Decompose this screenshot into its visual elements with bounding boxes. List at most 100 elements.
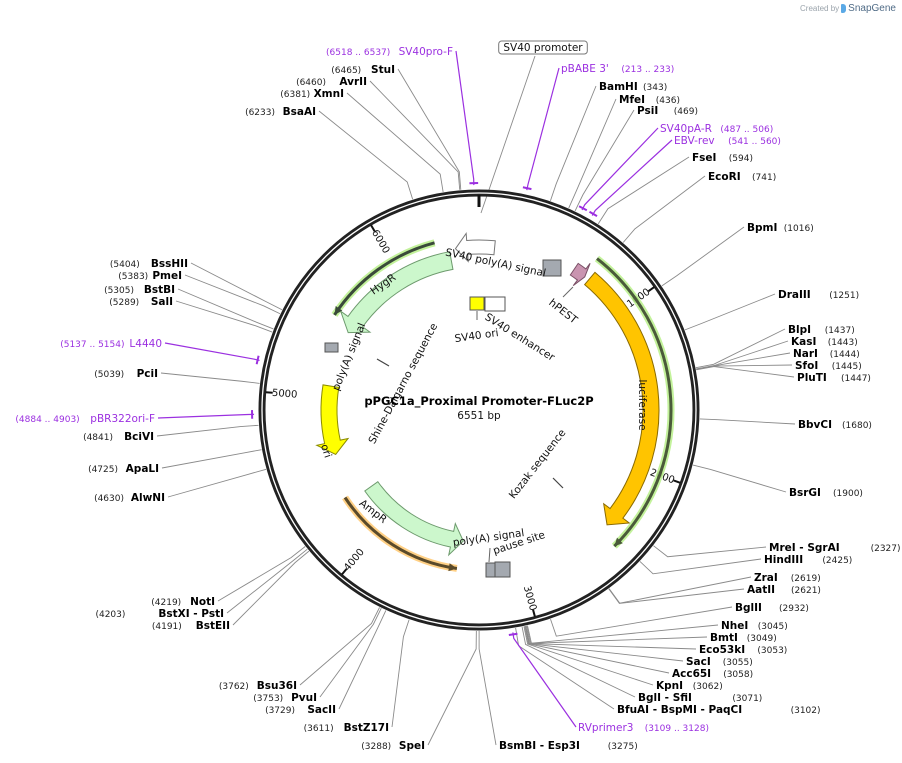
primer-leader xyxy=(591,139,673,216)
enzyme-site[interactable]: Eco53kI (3053) xyxy=(699,644,787,656)
enzyme-name: PvuI xyxy=(291,692,317,704)
enzyme-site[interactable]: SacI (3055) xyxy=(686,656,753,668)
primer-site[interactable]: pBABE 3' (213 .. 233) xyxy=(561,63,674,75)
primer-site[interactable]: SV40pA-R (487 .. 506) xyxy=(660,123,773,135)
primer-site[interactable]: pBR322ori-F (4884 .. 4903) xyxy=(15,413,155,425)
feature-line[interactable] xyxy=(596,257,673,548)
enzyme-site[interactable]: AvrII (6460) xyxy=(296,76,367,88)
primer-site[interactable]: EBV-rev (541 .. 560) xyxy=(674,135,781,147)
enzyme-site[interactable]: BbvCI (1680) xyxy=(798,419,872,431)
enzyme-site[interactable]: BstZ17I (3611) xyxy=(304,722,389,734)
feature-hpest[interactable] xyxy=(569,262,591,287)
feature-box-sv40-poly-a-signal-box[interactable] xyxy=(542,259,562,277)
enzyme-position: (6460) xyxy=(296,78,326,88)
enzyme-site[interactable]: MfeI (436) xyxy=(619,94,680,106)
plasmid-name: pPGC1a_Proximal Promoter-FLuc2P xyxy=(364,394,593,409)
enzyme-site[interactable]: BstXI - PstI (4203) xyxy=(95,608,224,620)
polya-leader xyxy=(488,547,491,563)
plasmid-length: 6551 bp xyxy=(457,410,501,422)
enzyme-site[interactable]: StuI (6465) xyxy=(331,64,395,76)
enzyme-name: MreI - SgrAI xyxy=(769,542,840,554)
enzyme-site[interactable]: BciVI (4841) xyxy=(83,431,154,443)
enzyme-site[interactable]: BsrGI (1900) xyxy=(789,487,863,499)
tick-label: 3000 xyxy=(521,585,538,612)
feature-hygr[interactable] xyxy=(339,251,454,334)
enzyme-site[interactable]: ZraI (2619) xyxy=(754,572,821,584)
enzyme-site[interactable]: PluTI (1447) xyxy=(797,372,871,384)
enzyme-site[interactable]: NheI (3045) xyxy=(721,620,788,632)
credit-prefix: Created by xyxy=(800,4,840,13)
enzyme-leader xyxy=(161,449,262,469)
enzyme-site[interactable]: DraIII (1251) xyxy=(778,289,859,301)
enzyme-position: (1251) xyxy=(829,291,859,301)
enzyme-name: BssHII xyxy=(151,258,188,270)
enzyme-site[interactable]: NarI (1444) xyxy=(793,348,860,360)
primer-position: (3109 .. 3128) xyxy=(645,724,709,734)
enzyme-site[interactable]: AlwNI (4630) xyxy=(94,492,165,504)
enzyme-site[interactable]: BsaAI (6233) xyxy=(245,106,316,118)
feature-box-sv40-enhancer[interactable] xyxy=(484,296,506,312)
enzyme-site[interactable]: BsmBI - Esp3I (3275) xyxy=(499,740,638,752)
enzyme-site[interactable]: MreI - SgrAI (2327) xyxy=(769,542,901,554)
enzyme-site[interactable]: SacII (3729) xyxy=(265,704,336,716)
enzyme-site[interactable]: PmeI (5383) xyxy=(118,270,182,282)
primer-site[interactable]: RVprimer3 (3109 .. 3128) xyxy=(578,722,709,734)
enzyme-position: (469) xyxy=(674,107,698,117)
enzyme-site[interactable]: SpeI (3288) xyxy=(361,740,425,752)
feature-box-sv40-ori[interactable] xyxy=(469,296,485,311)
enzyme-site[interactable]: ApaLI (4725) xyxy=(88,463,159,475)
feature-box-poly-a-signal-box-bottom[interactable] xyxy=(485,562,496,578)
feature-ori[interactable] xyxy=(315,384,350,456)
enzyme-site[interactable]: SfoI (1445) xyxy=(795,360,862,372)
feature-ampr[interactable] xyxy=(364,481,464,557)
enzyme-site[interactable]: KasI (1443) xyxy=(791,336,858,348)
site-labels: StuI (6465)AvrII (6460)XmnI (6381) BsaAI (623… xyxy=(15,40,901,752)
enzyme-name: SalI xyxy=(151,296,173,308)
feature-luciferase[interactable] xyxy=(583,271,660,526)
enzyme-site[interactable]: XmnI (6381) xyxy=(280,88,344,100)
enzyme-site[interactable]: EcoRI (741) xyxy=(708,171,776,183)
enzyme-name: KasI xyxy=(791,336,816,348)
primer-site[interactable]: SV40pro-F (6518 .. 6537) xyxy=(326,46,453,58)
primer-position: (487 .. 506) xyxy=(720,125,773,135)
arrowhead-icon xyxy=(448,563,457,572)
enzyme-leader xyxy=(622,175,706,243)
credit-brand: SnapGene xyxy=(848,3,896,14)
enzyme-site[interactable]: BstBI (5305) xyxy=(104,284,175,296)
enzyme-site[interactable]: BmtI (3049) xyxy=(710,632,777,644)
tick-mark xyxy=(370,224,376,232)
enzyme-site[interactable]: BfuAI - BspMI - PaqCI (3102) xyxy=(617,704,821,716)
feature-box-pause-site-box[interactable] xyxy=(494,561,511,578)
enzyme-site[interactable]: BglII (2932) xyxy=(735,602,809,614)
enzyme-site[interactable]: BssHII (5404) xyxy=(110,258,188,270)
enzyme-site[interactable]: AatII (2621) xyxy=(747,584,821,596)
enzyme-site[interactable]: BamHI (343) xyxy=(599,81,667,93)
enzyme-site[interactable]: Bsu36I (3762) xyxy=(219,680,297,692)
enzyme-site[interactable]: SalI (5289) xyxy=(109,296,173,308)
enzyme-site[interactable]: BlpI (1437) xyxy=(788,324,855,336)
enzyme-name: BciVI xyxy=(124,431,154,443)
primer-site[interactable]: L4440 (5137 .. 5154) xyxy=(60,338,162,350)
enzyme-site[interactable]: NotI (4219) xyxy=(151,596,215,608)
enzyme-name: DraIII xyxy=(778,289,811,301)
enzyme-site[interactable]: KpnI (3062) xyxy=(656,680,723,692)
feature-line[interactable] xyxy=(333,241,435,316)
enzyme-site[interactable]: BpmI (1016) xyxy=(747,222,814,234)
enzyme-site[interactable]: HindIII (2425) xyxy=(764,554,852,566)
enzyme-site[interactable]: FseI (594) xyxy=(692,152,753,164)
primer-name: RVprimer3 xyxy=(578,722,634,734)
enzyme-site[interactable]: BstEII (4191) xyxy=(152,620,230,632)
enzyme-site[interactable]: BglI - SfiI (3071) xyxy=(638,692,762,704)
feature-line[interactable] xyxy=(343,496,458,570)
enzyme-site[interactable]: PciI (5039) xyxy=(94,368,158,380)
enzyme-site[interactable]: Acc65I (3058) xyxy=(672,668,753,680)
enzyme-site[interactable]: PsiI (469) xyxy=(637,105,698,117)
feature-box-poly-a-signal-box-left[interactable] xyxy=(324,342,339,353)
enzyme-position: (1016) xyxy=(784,224,814,234)
enzyme-name: BamHI xyxy=(599,81,638,93)
callout-label[interactable]: SV40 promoter xyxy=(503,42,583,54)
enzyme-site[interactable]: PvuI (3753) xyxy=(253,692,317,704)
enzyme-leader xyxy=(338,610,387,710)
enzyme-name: SacI xyxy=(686,656,711,668)
feature-sv40-poly-a-signal[interactable] xyxy=(454,232,496,263)
